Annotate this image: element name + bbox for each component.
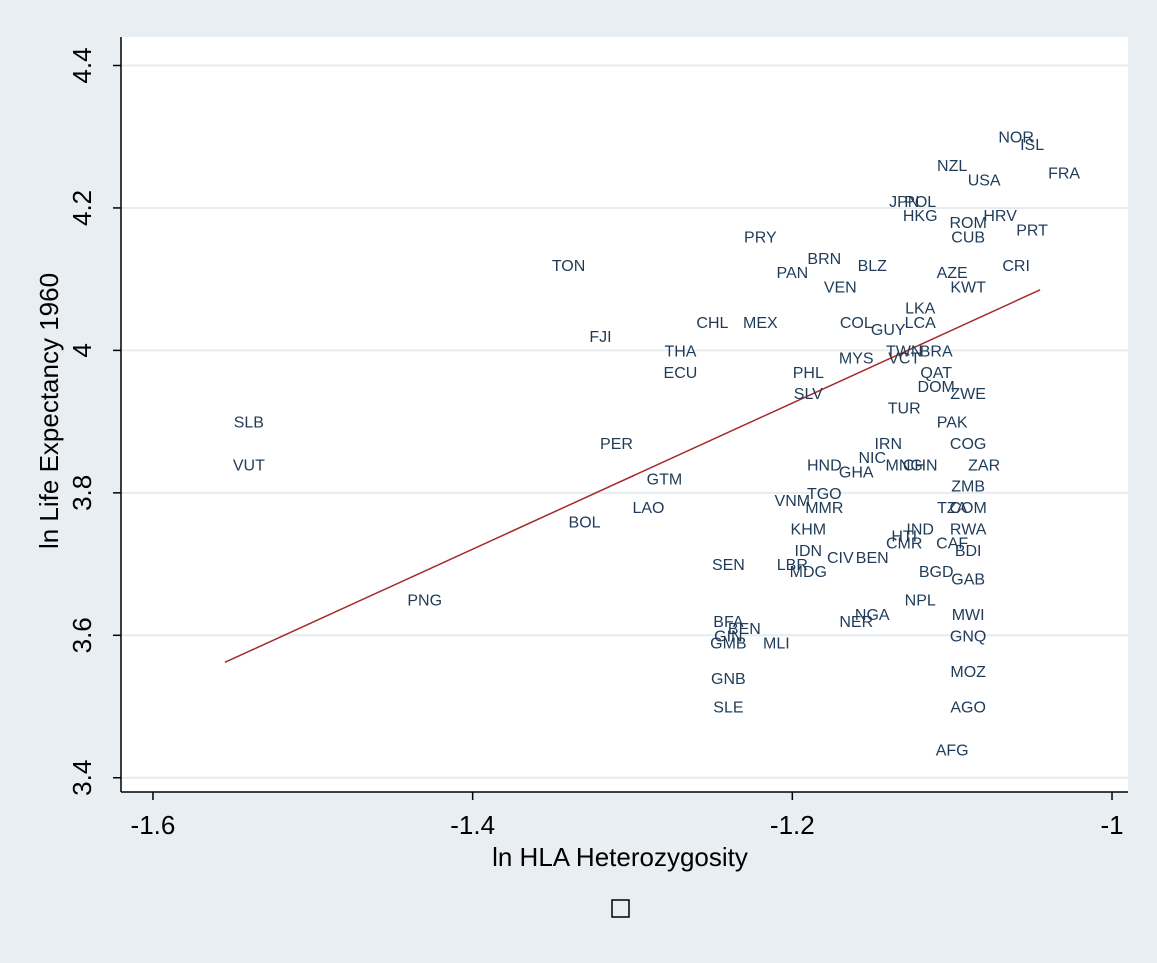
point-label: PER [600,436,633,453]
point-label: THA [664,343,696,360]
point-label: COM [949,500,986,517]
point-label: AGO [950,700,986,717]
point-label: BRA [920,343,953,360]
point-label: MDG [790,564,827,581]
point-label: QAT [920,365,952,382]
point-label: BLZ [858,258,888,275]
point-label: GNB [711,671,746,688]
y-tick-label: 3.4 [67,760,97,796]
point-label: AZE [937,265,968,282]
point-label: COG [950,436,986,453]
point-label: HKG [903,208,938,225]
point-label: GNQ [950,628,986,645]
point-label: SLV [794,386,823,403]
point-label: SLE [713,700,743,717]
point-label: IDN [795,543,823,560]
point-label: PAK [937,415,968,432]
x-tick-label: -1.4 [450,810,495,840]
x-tick-label: -1.6 [131,810,176,840]
point-label: PRY [744,229,777,246]
point-label: FRA [1048,165,1080,182]
point-label: CIV [827,550,854,567]
point-label: FJI [589,329,611,346]
point-label: VUT [233,457,265,474]
y-tick-label: 3.8 [67,475,97,511]
point-label: NPL [905,593,936,610]
point-label: BEN [856,550,889,567]
point-label: GAB [951,571,985,588]
point-label: GUY [871,322,906,339]
point-label: HRV [983,208,1017,225]
point-label: VEN [824,279,857,296]
point-label: SEN [712,557,745,574]
x-tick-label: -1.2 [770,810,815,840]
point-label: GTM [647,472,683,489]
point-label: PAN [776,265,808,282]
point-label: LKA [905,301,936,318]
point-label: BRN [807,251,841,268]
point-label: ZWE [950,386,986,403]
point-label: IRN [874,436,902,453]
point-label: PRT [1016,222,1048,239]
point-label: MEX [743,315,778,332]
point-label: PHL [793,365,824,382]
y-tick-label: 4.2 [67,190,97,226]
point-label: ZAR [968,457,1000,474]
point-label: CRI [1002,258,1030,275]
point-label: NZL [937,158,967,175]
point-label: LAO [632,500,664,517]
point-label: CHL [696,315,728,332]
point-label: NGA [855,607,890,624]
point-label: TON [552,258,585,275]
x-tick-label: -1 [1100,810,1123,840]
y-tick-label: 4 [67,343,97,357]
point-label: CMR [886,536,922,553]
y-axis-title: ln Life Expectancy 1960 [34,273,64,549]
point-label: BGD [919,564,954,581]
point-label: PNG [407,593,442,610]
point-label: TGO [807,486,842,503]
point-label: COL [840,315,873,332]
point-label: MOZ [950,664,986,681]
point-label: MYS [839,351,874,368]
point-label: AFG [936,742,969,759]
y-tick-label: 3.6 [67,617,97,653]
point-label: GMB [710,635,746,652]
point-label: TUR [888,400,921,417]
point-label: ROM [949,215,986,232]
x-axis-title: ln HLA Heterozygosity [492,842,748,872]
point-label: MLI [763,635,790,652]
point-label: MWI [952,607,985,624]
point-label: VCT [888,351,920,368]
point-label: KHM [791,521,827,538]
point-label: ZMB [951,479,985,496]
point-label: USA [968,172,1001,189]
point-label: HND [807,457,842,474]
point-label: SLB [234,415,264,432]
point-label: BOL [569,514,601,531]
point-label: ISL [1020,137,1044,154]
y-tick-label: 4.4 [67,47,97,83]
point-label: ECU [664,365,698,382]
point-label: CHN [903,457,938,474]
point-label: CAF [936,536,968,553]
